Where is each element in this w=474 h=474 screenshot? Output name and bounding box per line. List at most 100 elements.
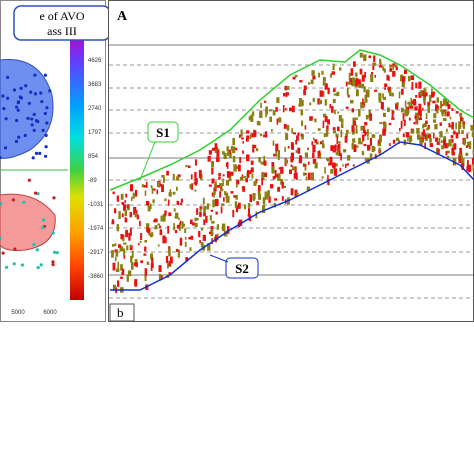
- colorbar: [70, 30, 84, 300]
- attribute-mark: [219, 183, 223, 188]
- attribute-mark: [284, 185, 287, 188]
- attribute-mark: [378, 65, 383, 68]
- attribute-mark: [444, 98, 448, 106]
- attribute-mark: [383, 122, 387, 129]
- attribute-mark: [167, 225, 170, 234]
- s1-pointer: [139, 141, 156, 181]
- attribute-mark: [159, 229, 163, 236]
- attribute-mark: [249, 134, 252, 139]
- attribute-mark: [273, 153, 276, 157]
- scatter-point: [40, 99, 44, 104]
- attribute-mark: [453, 143, 457, 150]
- attribute-mark: [145, 223, 150, 230]
- attribute-mark: [230, 191, 234, 194]
- attribute-mark: [114, 243, 117, 247]
- colorbar-label: -2917: [88, 250, 104, 256]
- attribute-mark: [366, 129, 369, 137]
- attribute-mark: [215, 200, 218, 203]
- attribute-mark: [291, 144, 294, 150]
- attribute-mark: [363, 143, 367, 147]
- attribute-mark: [152, 199, 155, 204]
- attribute-mark: [211, 160, 215, 168]
- attribute-mark: [372, 62, 375, 71]
- attribute-mark: [179, 237, 183, 246]
- attribute-mark: [378, 100, 382, 103]
- attribute-mark: [449, 116, 452, 120]
- attribute-mark: [363, 86, 366, 93]
- attribute-mark: [199, 206, 203, 210]
- attribute-mark: [231, 146, 236, 154]
- scatter-point: [18, 95, 22, 99]
- attribute-mark: [220, 188, 224, 192]
- attribute-mark: [306, 186, 311, 192]
- attribute-mark: [295, 172, 298, 180]
- attribute-mark: [429, 94, 432, 103]
- attribute-mark: [112, 284, 117, 291]
- attribute-mark: [340, 118, 344, 124]
- attribute-mark: [333, 88, 336, 93]
- attribute-mark: [166, 170, 169, 176]
- attribute-mark: [466, 160, 469, 168]
- attribute-mark: [127, 270, 132, 277]
- attribute-mark: [147, 205, 151, 212]
- attribute-mark: [233, 195, 237, 198]
- attribute-mark: [434, 124, 438, 130]
- attribute-mark: [111, 250, 114, 258]
- attribute-mark: [416, 127, 420, 134]
- attribute-mark: [424, 92, 428, 97]
- attribute-mark: [255, 148, 259, 152]
- attribute-mark: [232, 137, 235, 146]
- attribute-mark: [156, 189, 159, 195]
- attribute-mark: [431, 88, 433, 96]
- attribute-mark: [307, 172, 311, 180]
- attribute-mark: [301, 100, 304, 107]
- attribute-mark: [338, 150, 341, 156]
- attribute-mark: [125, 229, 128, 232]
- attribute-mark: [335, 152, 339, 156]
- attribute-mark: [225, 179, 230, 186]
- attribute-mark: [422, 129, 425, 137]
- attribute-mark: [468, 141, 472, 149]
- attribute-mark: [353, 144, 357, 153]
- attribute-mark: [348, 72, 351, 81]
- attribute-mark: [216, 156, 220, 162]
- attribute-mark: [188, 236, 191, 240]
- attribute-mark: [185, 164, 188, 168]
- scatter-point: [4, 117, 8, 121]
- scatter-point: [23, 133, 27, 138]
- attribute-mark: [139, 220, 141, 227]
- attribute-mark: [296, 135, 299, 141]
- attribute-mark: [152, 188, 156, 191]
- attribute-mark: [314, 139, 318, 143]
- attribute-mark: [455, 111, 459, 114]
- attribute-mark: [132, 192, 135, 199]
- attribute-mark: [402, 133, 405, 138]
- attribute-mark: [458, 129, 460, 135]
- attribute-mark: [249, 170, 252, 175]
- title-line: ass III: [47, 24, 77, 38]
- attribute-mark: [269, 116, 273, 123]
- attribute-mark: [379, 58, 382, 65]
- attribute-mark: [407, 75, 411, 82]
- attribute-mark: [176, 176, 179, 181]
- attribute-mark: [409, 136, 412, 143]
- attribute-mark: [361, 83, 365, 88]
- attribute-mark: [238, 134, 241, 138]
- attribute-mark: [212, 192, 215, 198]
- attribute-mark: [303, 172, 307, 176]
- attribute-mark: [207, 155, 211, 162]
- attribute-mark: [367, 137, 369, 140]
- attribute-mark: [409, 105, 414, 109]
- attribute-mark: [125, 231, 129, 238]
- attribute-mark: [323, 77, 326, 82]
- attribute-mark: [462, 117, 464, 123]
- scatter-point: [48, 89, 52, 93]
- attribute-mark: [210, 209, 214, 212]
- attribute-mark: [336, 92, 339, 97]
- attribute-mark: [278, 167, 282, 170]
- attribute-mark: [247, 208, 250, 215]
- attribute-mark: [254, 180, 257, 185]
- attribute-mark: [151, 257, 154, 266]
- attribute-mark: [351, 78, 355, 87]
- attribute-mark: [212, 199, 215, 208]
